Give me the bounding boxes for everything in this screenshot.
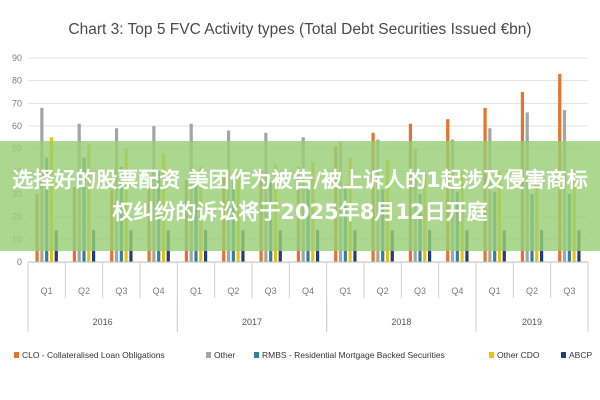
x-axis: Q1 Q2 Q3 Q4 Q1 Q2 Q3 Q4 Q1 Q2 Q3 Q4 Q1 Q2 Q3 2016 2017 20… (27, 261, 589, 332)
overlay-banner[interactable]: 选择好的股票配资 美团作为被告/被上诉人的1起涉及侵害商标权纠纷的诉讼将于202… (0, 141, 600, 251)
legend: CLO - Collateralised Loan Obligations Oth… (14, 350, 592, 360)
legend-swatch (206, 352, 211, 358)
x-tick-label: Q1 (190, 286, 202, 296)
legend-label: ABCP (569, 350, 592, 360)
year-label: 2017 (242, 317, 262, 327)
year-label: 2016 (93, 317, 113, 327)
legend-swatch (489, 352, 494, 358)
x-tick-label: Q2 (526, 286, 538, 296)
legend-swatch (561, 352, 566, 358)
legend-label: CLO - Collateralised Loan Obligations (22, 350, 165, 360)
x-tick-label: Q4 (153, 286, 165, 296)
legend-swatch (14, 352, 19, 358)
x-tick-label: Q3 (265, 286, 277, 296)
legend-label: RMBS - Residential Mortgage Backed Secur… (262, 350, 445, 360)
x-tick-label: Q4 (302, 286, 314, 296)
legend-swatch (254, 352, 259, 358)
x-tick-label: Q2 (377, 286, 389, 296)
x-tick-label: Q3 (414, 286, 426, 296)
x-tick-label: Q1 (489, 286, 501, 296)
y-tick-label: 90 (12, 53, 22, 63)
year-label: 2019 (522, 317, 542, 327)
y-tick-label: 70 (12, 98, 22, 108)
y-tick-label: 80 (12, 76, 22, 86)
x-tick-label: Q2 (78, 286, 90, 296)
y-tick-label: 60 (12, 121, 22, 131)
x-tick-label: Q1 (41, 286, 53, 296)
x-tick-label: Q1 (339, 286, 351, 296)
x-tick-label: Q4 (451, 286, 463, 296)
x-tick-label: Q3 (563, 286, 575, 296)
x-tick-label: Q2 (227, 286, 239, 296)
year-label: 2018 (391, 317, 411, 327)
chart-title: Chart 3: Top 5 FVC Activity types (Total… (68, 21, 531, 38)
legend-label: Other CDO (497, 350, 540, 360)
y-tick-label: 0 (17, 257, 22, 267)
overlay-banner-text[interactable]: 选择好的股票配资 美团作为被告/被上诉人的1起涉及侵害商标权纠纷的诉讼将于202… (12, 168, 588, 224)
x-tick-label: Q3 (115, 286, 127, 296)
legend-label: Other (214, 350, 235, 360)
